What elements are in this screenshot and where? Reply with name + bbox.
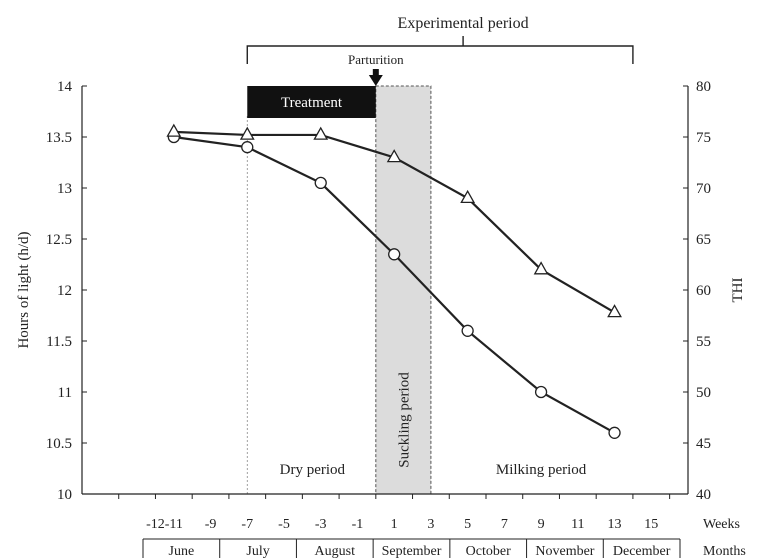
triangle-marker <box>313 126 329 140</box>
y-right-tick-label: 50 <box>696 385 711 401</box>
week-tick-label: 1 <box>391 517 398 532</box>
triangle-marker <box>460 189 476 204</box>
y-left-tick-label: 13.5 <box>46 130 72 146</box>
circle-marker <box>314 176 327 190</box>
y-right-tick-label: 45 <box>696 436 711 452</box>
y-left-tick-label: 12.5 <box>46 232 72 248</box>
y-right-tick-label: 65 <box>696 232 711 248</box>
month-label: December <box>613 544 671 558</box>
dry-period-label: Dry period <box>280 462 346 478</box>
y-axis-right-title: THI <box>730 278 746 303</box>
week-tick-label: 11 <box>571 517 584 532</box>
milking-period-label: Milking period <box>496 462 587 478</box>
treatment-bar <box>247 86 376 118</box>
y-left-tick-label: 14 <box>57 79 73 95</box>
triangle-marker <box>533 261 549 275</box>
weeks-axis-title: Weeks <box>703 517 740 532</box>
triangle-marker <box>239 126 255 140</box>
week-tick-label: 9 <box>538 517 545 532</box>
treatment-label: Treatment <box>281 95 343 111</box>
triangle-marker <box>166 123 182 137</box>
week-tick-label: 5 <box>464 517 471 532</box>
week-tick-label: -3 <box>315 517 327 532</box>
y-left-tick-label: 12 <box>57 283 72 299</box>
week-tick-label: -7 <box>241 517 253 532</box>
plot-axes: 10 10.5 11 11.5 12 12.5 13 13.5 14 40 45 50 55 60 65 70… <box>46 79 711 503</box>
month-label: August <box>315 544 356 558</box>
month-label: July <box>246 544 269 558</box>
circle-marker <box>534 385 548 399</box>
y-right-tick-label: 40 <box>696 487 711 503</box>
y-right-tick-label: 70 <box>696 181 711 197</box>
week-tick-label: 13 <box>608 517 622 532</box>
circle-marker <box>608 426 621 439</box>
week-tick-label: -12 <box>146 517 165 532</box>
month-label: October <box>466 544 511 558</box>
circle-marker <box>461 324 474 337</box>
week-tick-label: -1 <box>352 517 364 532</box>
y-right-tick-label: 60 <box>696 283 711 299</box>
parturition-arrow-icon <box>368 69 383 86</box>
month-label: September <box>382 544 442 558</box>
experimental-period-label: Experimental period <box>398 15 529 32</box>
series-layer <box>166 123 622 439</box>
month-label: November <box>535 544 594 558</box>
circle-marker <box>241 141 254 154</box>
y-left-tick-label: 11 <box>58 385 72 401</box>
triangle-marker <box>386 149 402 163</box>
y-left-tick-label: 13 <box>57 181 72 197</box>
y-left-tick-label: 11.5 <box>46 334 72 350</box>
y-axis-left-title: Hours of light (h/d) <box>16 231 32 348</box>
y-right-tick-label: 75 <box>696 130 711 146</box>
parturition-label: Parturition <box>348 52 404 67</box>
experimental-period-bracket <box>246 36 634 64</box>
circle-marker <box>388 248 401 261</box>
week-tick-label: 7 <box>501 517 508 532</box>
y-left-tick-label: 10 <box>57 487 72 503</box>
week-tick-label: -9 <box>205 517 217 532</box>
week-tick-label: -11 <box>165 517 183 532</box>
y-right-tick-label: 80 <box>696 79 711 95</box>
week-tick-label: 3 <box>427 517 434 532</box>
y-left-tick-label: 10.5 <box>46 436 72 452</box>
week-tick-label: 15 <box>644 517 658 532</box>
y-right-tick-label: 55 <box>696 334 711 350</box>
week-tick-label: -5 <box>278 517 290 532</box>
suckling-period-label: Suckling period <box>396 372 412 468</box>
month-label: June <box>169 544 195 558</box>
months-axis-title: Months <box>703 544 746 558</box>
triangle-marker <box>607 304 622 318</box>
